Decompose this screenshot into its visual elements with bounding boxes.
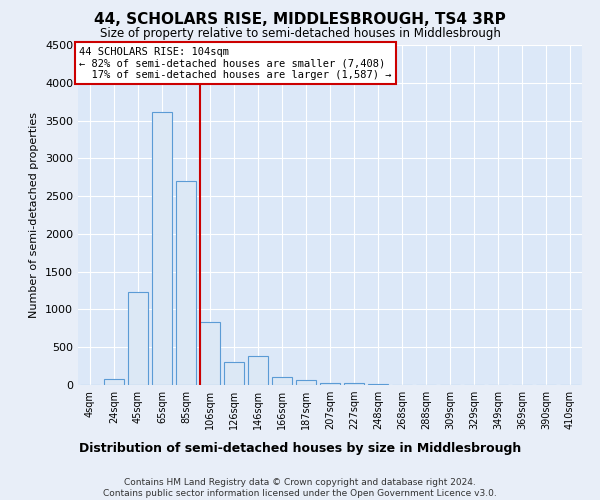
Text: Distribution of semi-detached houses by size in Middlesbrough: Distribution of semi-detached houses by …: [79, 442, 521, 455]
Bar: [224, 362, 244, 385]
Bar: [320, 382, 340, 385]
Bar: [248, 356, 268, 385]
Bar: [104, 379, 124, 385]
Text: Contains HM Land Registry data © Crown copyright and database right 2024.
Contai: Contains HM Land Registry data © Crown c…: [103, 478, 497, 498]
Bar: [344, 384, 364, 385]
Bar: [200, 322, 220, 385]
Bar: [272, 376, 292, 385]
Bar: [368, 384, 388, 385]
Y-axis label: Number of semi-detached properties: Number of semi-detached properties: [29, 112, 40, 318]
Bar: [152, 112, 172, 385]
Bar: [128, 292, 148, 385]
Text: 44, SCHOLARS RISE, MIDDLESBROUGH, TS4 3RP: 44, SCHOLARS RISE, MIDDLESBROUGH, TS4 3R…: [94, 12, 506, 28]
Bar: [176, 181, 196, 385]
Text: 44 SCHOLARS RISE: 104sqm
← 82% of semi-detached houses are smaller (7,408)
  17%: 44 SCHOLARS RISE: 104sqm ← 82% of semi-d…: [79, 46, 392, 80]
Bar: [296, 380, 316, 385]
Text: Size of property relative to semi-detached houses in Middlesbrough: Size of property relative to semi-detach…: [100, 28, 500, 40]
